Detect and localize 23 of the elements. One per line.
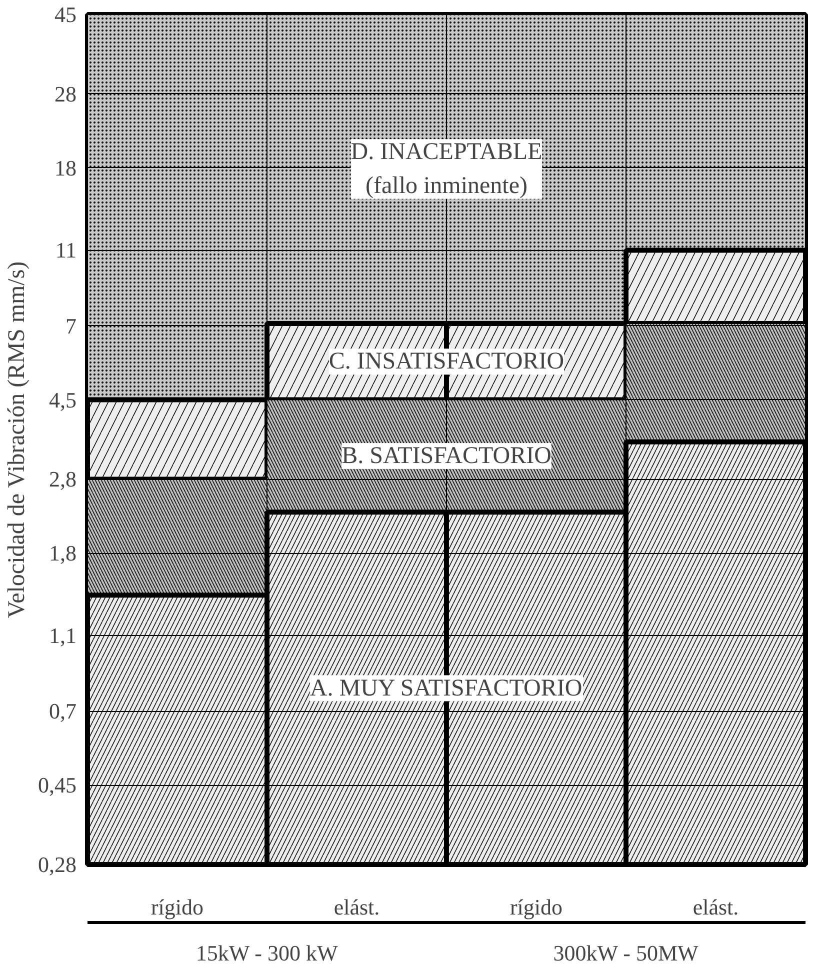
y-tick-label: 0,7 <box>49 698 76 724</box>
y-tick-label: 1,8 <box>49 540 76 566</box>
series-label: D. INACEPTABLE (fallo inminente) <box>350 139 542 199</box>
y-tick-label: 45 <box>54 2 76 27</box>
series-label: B. SATISFACTORIO <box>342 442 552 469</box>
y-tick-label: 7 <box>66 313 76 338</box>
text: 300kW - 50MW <box>553 940 699 966</box>
y-tick-label: 2,8 <box>49 466 76 492</box>
series-label: C. INSATISFACTORIO <box>328 348 564 375</box>
y-axis-title: Velocidad de Vibración (RMS mm/s) <box>4 261 30 618</box>
series-label: A. MUY SATISFACTORIO <box>310 675 582 702</box>
text: 15kW - 300 kW <box>196 940 338 966</box>
x-tick-label: rígido <box>150 894 204 920</box>
y-tick-label: 4,5 <box>49 387 76 412</box>
x-tick-label: rígido <box>510 894 563 920</box>
y-tick-label: 1,1 <box>49 623 76 648</box>
y-tick-label: 28 <box>54 81 76 106</box>
y-tick-label: 0,45 <box>38 772 76 798</box>
x-tick-label: elást. <box>692 894 739 920</box>
x-tick-label: elást. <box>334 894 380 920</box>
y-tick-label: 0,28 <box>38 852 76 877</box>
y-tick-label: 18 <box>54 155 76 180</box>
y-tick-label: 11 <box>55 238 77 263</box>
